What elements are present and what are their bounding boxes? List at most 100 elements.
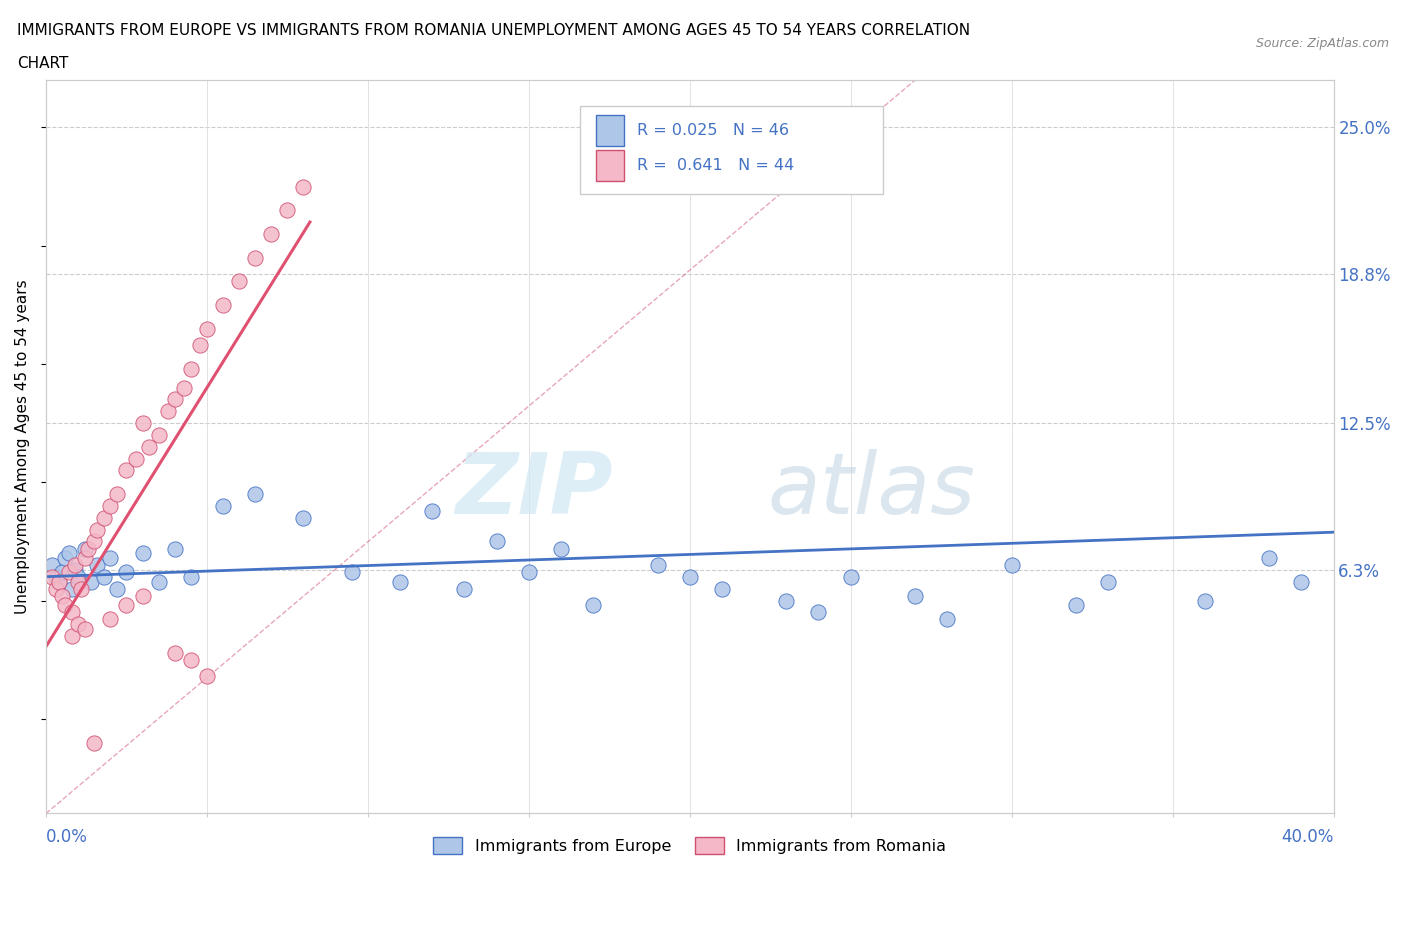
Point [1258, 551, 1281, 565]
Point [93, 569, 115, 584]
Point [45, 581, 67, 596]
Point [63, 563, 86, 578]
Point [839, 569, 862, 584]
Point [67, 574, 90, 589]
Point [86, 558, 108, 573]
Text: CHART: CHART [17, 56, 69, 71]
Point [48, 574, 70, 589]
Point [904, 589, 927, 604]
Point [807, 604, 830, 619]
Point [148, 428, 170, 443]
Point [138, 439, 160, 454]
Point [115, 463, 138, 478]
Point [67, 569, 90, 584]
Point [67, 617, 90, 631]
Point [582, 598, 605, 613]
Point [83, 534, 105, 549]
Text: Source: ZipAtlas.com: Source: ZipAtlas.com [1256, 37, 1389, 50]
Point [180, 569, 202, 584]
Text: atlas: atlas [768, 449, 974, 532]
Point [485, 534, 508, 549]
Text: IMMIGRANTS FROM EUROPE VS IMMIGRANTS FROM ROMANIA UNEMPLOYMENT AMONG AGES 45 TO : IMMIGRANTS FROM EUROPE VS IMMIGRANTS FRO… [17, 23, 970, 38]
Bar [581, 106, 883, 193]
Point [41, 558, 63, 573]
Text: 40.0%: 40.0% [1281, 828, 1333, 845]
Text: R = 0.025   N = 46: R = 0.025 N = 46 [637, 123, 789, 139]
Point [163, 645, 186, 660]
Point [710, 581, 733, 596]
Point [98, 551, 121, 565]
Point [60, 581, 83, 596]
Point [115, 598, 138, 613]
Point [58, 565, 80, 579]
Point [245, 250, 267, 265]
Text: ZIP: ZIP [456, 449, 613, 532]
Y-axis label: Unemployment Among Ages 45 to 54 years: Unemployment Among Ages 45 to 54 years [15, 280, 30, 614]
Point [53, 551, 76, 565]
Point [180, 652, 202, 667]
Point [53, 598, 76, 613]
Point [292, 179, 315, 194]
Point [58, 546, 80, 561]
Point [76, 541, 98, 556]
Point [212, 498, 235, 513]
Point [45, 569, 67, 584]
Point [41, 569, 63, 584]
Point [212, 298, 235, 312]
Point [260, 226, 283, 241]
Point [93, 511, 115, 525]
Point [389, 574, 412, 589]
Point [195, 669, 218, 684]
Point [131, 416, 153, 431]
Point [228, 273, 250, 288]
Bar [596, 150, 624, 180]
Point [105, 581, 128, 596]
Legend: Immigrants from Europe, Immigrants from Romania: Immigrants from Europe, Immigrants from … [426, 830, 953, 860]
Point [131, 589, 153, 604]
Point [1097, 574, 1119, 589]
Point [51, 589, 73, 604]
Point [180, 361, 202, 376]
Point [163, 392, 186, 407]
Point [195, 321, 218, 336]
Point [420, 503, 443, 518]
Point [63, 558, 86, 573]
Point [60, 604, 83, 619]
Point [157, 404, 180, 418]
Text: R =  0.641   N = 44: R = 0.641 N = 44 [637, 158, 794, 173]
Point [517, 565, 540, 579]
Point [1064, 598, 1087, 613]
Point [245, 486, 267, 501]
Point [163, 541, 186, 556]
Bar [596, 115, 624, 146]
Point [73, 621, 96, 636]
Point [86, 522, 108, 537]
Point [679, 569, 702, 584]
Point [131, 546, 153, 561]
Point [550, 541, 572, 556]
Point [1291, 574, 1313, 589]
Point [83, 735, 105, 750]
Point [105, 486, 128, 501]
Point [453, 581, 475, 596]
Point [276, 203, 298, 218]
Point [148, 574, 170, 589]
Point [115, 565, 138, 579]
Point [292, 511, 315, 525]
Point [60, 629, 83, 644]
Point [70, 581, 93, 596]
Point [936, 612, 959, 627]
Point [73, 541, 96, 556]
Point [98, 498, 121, 513]
Point [73, 551, 96, 565]
Point [173, 380, 195, 395]
Point [125, 451, 148, 466]
Point [1001, 558, 1024, 573]
Point [51, 565, 73, 579]
Point [190, 338, 212, 352]
Point [48, 574, 70, 589]
Point [775, 593, 797, 608]
Point [98, 612, 121, 627]
Point [340, 565, 363, 579]
Point [1194, 593, 1216, 608]
